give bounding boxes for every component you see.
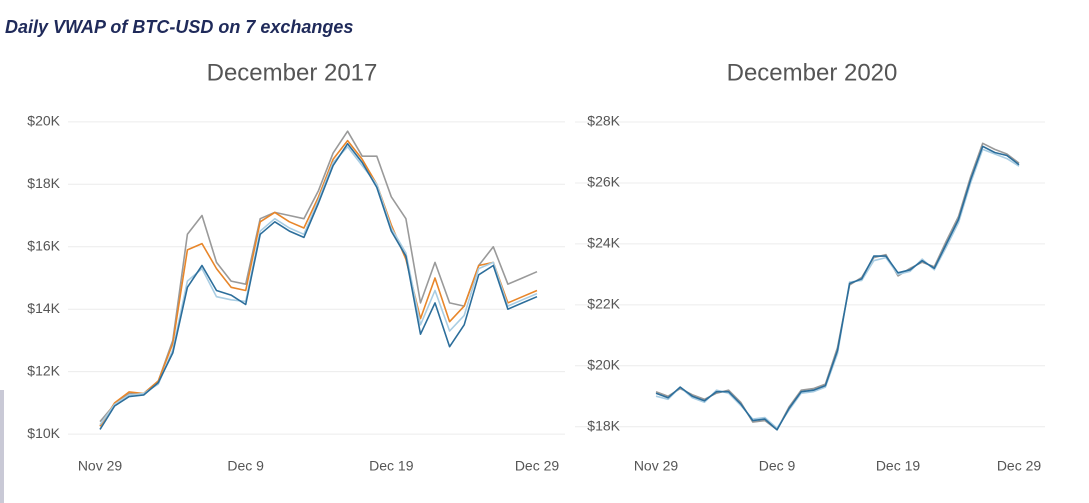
- series-line: [99, 130, 538, 423]
- series-line: [655, 145, 1020, 431]
- series-line: [655, 142, 1020, 431]
- x-tick-label: Dec 29: [515, 458, 560, 474]
- x-tick-label: Nov 29: [78, 458, 123, 474]
- y-tick-label: $10K: [27, 425, 60, 441]
- y-tick-label: $16K: [27, 237, 60, 253]
- y-tick-label: $24K: [587, 235, 620, 251]
- series-line: [99, 139, 538, 427]
- y-tick-label: $22K: [587, 296, 620, 312]
- y-tick-label: $20K: [27, 113, 60, 129]
- y-tick-label: $12K: [27, 362, 60, 378]
- y-tick-label: $18K: [587, 417, 620, 433]
- y-tick-label: $26K: [587, 174, 620, 190]
- x-tick-label: Dec 19: [369, 458, 414, 474]
- chart-title: December 2017: [207, 59, 378, 86]
- series-line: [99, 142, 538, 430]
- x-tick-label: Dec 9: [759, 458, 796, 474]
- x-tick-label: Dec 19: [876, 458, 921, 474]
- subtitle: Daily VWAP of BTC-USD on 7 exchanges: [5, 17, 353, 37]
- x-tick-label: Dec 9: [227, 458, 264, 474]
- y-tick-label: $20K: [587, 356, 620, 372]
- y-tick-label: $18K: [27, 175, 60, 191]
- x-tick-label: Dec 29: [997, 458, 1042, 474]
- y-tick-label: $28K: [587, 113, 620, 129]
- side-bar: [0, 390, 4, 503]
- series-line: [655, 148, 1020, 429]
- chart-title: December 2020: [727, 59, 898, 86]
- y-tick-label: $14K: [27, 300, 60, 316]
- x-tick-label: Nov 29: [634, 458, 679, 474]
